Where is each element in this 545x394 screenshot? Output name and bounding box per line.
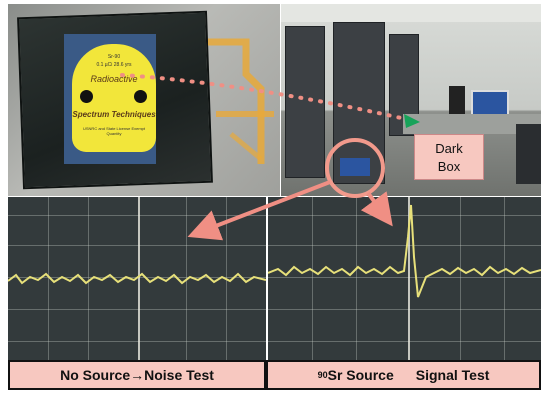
- dotted-arrow: [120, 73, 412, 122]
- sticker-line1: Sr-90: [107, 54, 121, 60]
- arrow-to-noise-scope: [187, 180, 331, 241]
- sticker-line3: Radioactive: [90, 74, 138, 84]
- scope-device: [340, 158, 370, 176]
- right-arrow-icon: →: [130, 367, 145, 383]
- radiation-trefoil-icon: [134, 90, 147, 103]
- signal-waveform: [268, 204, 541, 298]
- signal-test-caption: 90 Sr Source Signal Test: [266, 360, 541, 390]
- sticker-line5: USNRC and State License Exempt Quantity: [82, 126, 146, 136]
- instrument-rack: [333, 22, 385, 184]
- oscilloscope-signal-trace: [268, 197, 541, 360]
- noise-test-caption: No Source → Noise Test: [8, 360, 266, 390]
- sticker-line4: Spectrum Techniques: [72, 110, 156, 119]
- workbench: [403, 114, 541, 134]
- chair: [516, 124, 541, 184]
- scintillator-photo: Sr-90 0.1 µCi 28.6 yrs Radioactive Spect…: [8, 4, 280, 196]
- dark-box-arrowhead: [404, 114, 420, 128]
- dark-box-label-line1: Dark: [435, 141, 463, 156]
- scope-highlight-circle: [325, 138, 385, 198]
- noise-waveform: [8, 272, 266, 285]
- radioactive-source-sticker: Sr-90 0.1 µCi 28.6 yrs Radioactive Spect…: [64, 34, 156, 164]
- radiation-trefoil-icon: [80, 90, 93, 103]
- computer-tower: [449, 86, 465, 118]
- sticker-line2: 0.1 µCi 28.6 yrs: [96, 62, 132, 68]
- kapton-cable: [208, 38, 274, 164]
- arrow-to-signal-scope: [360, 191, 393, 227]
- dark-box-label: Dark Box: [414, 134, 484, 180]
- dark-box-label-line2: Box: [437, 159, 461, 174]
